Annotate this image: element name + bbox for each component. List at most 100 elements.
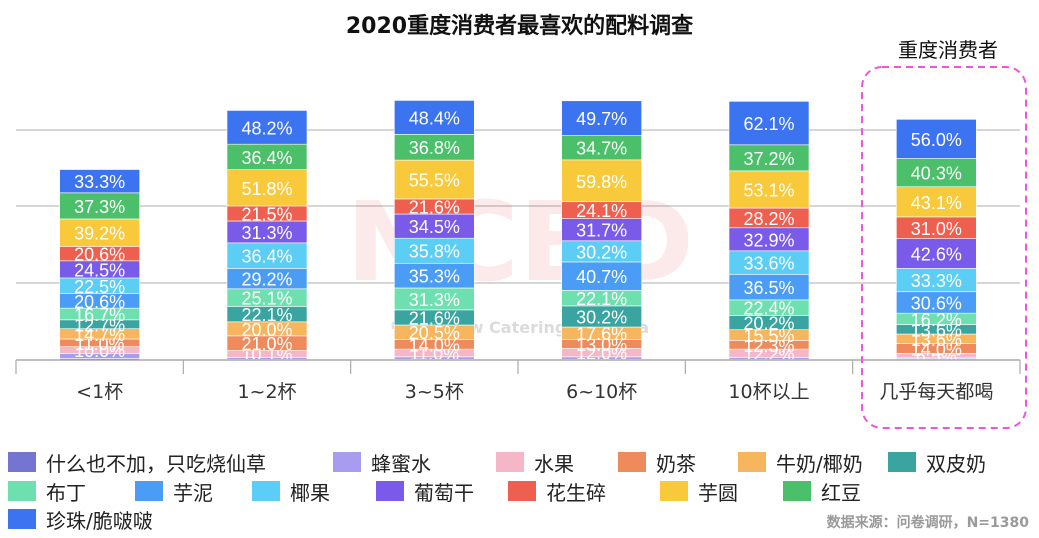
legend-label: 芋泥 <box>173 480 213 505</box>
legend-item: 葡萄干 <box>376 479 474 505</box>
data-label: 33.3% <box>74 172 125 192</box>
legend-label: 水果 <box>534 451 574 476</box>
data-label: 42.6% <box>911 245 962 265</box>
data-label: 56.0% <box>911 130 962 150</box>
legend-label: 葡萄干 <box>414 480 474 505</box>
legend-swatch <box>888 452 916 472</box>
bar-segment <box>394 237 475 264</box>
bar-segment <box>394 262 475 289</box>
bar-segment <box>561 135 642 161</box>
legend-item: 椰果 <box>252 479 330 505</box>
legend-swatch <box>8 452 36 472</box>
data-label: 22.1% <box>576 289 627 309</box>
data-label: 33.6% <box>743 254 794 274</box>
bar-segment <box>59 169 140 194</box>
highlight-box <box>861 66 1027 429</box>
data-label: 43.1% <box>911 193 962 213</box>
bar-segment <box>394 159 475 200</box>
data-label: 15.5% <box>743 326 794 346</box>
data-label: 30.2% <box>576 307 627 327</box>
legend-label: 椰果 <box>290 480 330 505</box>
data-label: 14.7% <box>74 325 125 345</box>
data-label: 20.0% <box>241 320 292 340</box>
data-label: 33.3% <box>911 271 962 291</box>
legend-label: 珍珠/脆啵啵 <box>46 508 153 533</box>
data-label: 62.1% <box>743 114 794 134</box>
highlight-label: 重度消费者 <box>898 38 998 62</box>
data-label: 22.1% <box>241 305 292 325</box>
data-label: 40.3% <box>911 164 962 184</box>
data-label: 49.7% <box>576 109 627 129</box>
legend-label: 蜂蜜水 <box>371 451 431 476</box>
legend-swatch <box>496 452 524 472</box>
legend-item: 双皮奶 <box>888 450 986 476</box>
bar-segment <box>728 170 810 209</box>
data-label: 13.6% <box>911 320 962 340</box>
data-label: 12.7% <box>74 315 125 335</box>
data-label: 55.5% <box>409 171 460 191</box>
legend-label: 芋圆 <box>698 480 738 505</box>
data-label: 59.8% <box>576 172 627 192</box>
data-label: 31.3% <box>241 223 292 243</box>
legend-swatch <box>8 509 36 529</box>
x-tick-label: 3~5杯 <box>405 381 464 403</box>
data-label: 24.1% <box>576 201 627 221</box>
data-label: 24.5% <box>74 260 125 280</box>
bar-segment <box>59 192 140 220</box>
legend-label: 双皮奶 <box>926 451 986 476</box>
legend-swatch <box>783 481 811 501</box>
data-source-note: 数据来源：问卷调研，N=1380 <box>826 515 1029 531</box>
legend-swatch <box>333 452 361 472</box>
x-tick-label: 10杯以上 <box>728 381 809 403</box>
data-label: 16.2% <box>911 310 962 330</box>
data-label: 17.6% <box>576 324 627 344</box>
legend-item: 什么也不加，只吃烧仙草 <box>8 450 266 476</box>
legend-item: 珍珠/脆啵啵 <box>8 507 153 533</box>
data-label: 53.1% <box>743 180 794 200</box>
data-label: 16.7% <box>74 305 125 325</box>
data-label: 25.1% <box>241 289 292 309</box>
data-label: 13.0% <box>576 335 627 355</box>
data-label: 37.2% <box>743 149 794 169</box>
bar-segment <box>394 213 475 239</box>
legend-item: 水果 <box>496 450 574 476</box>
data-label: 35.3% <box>409 267 460 287</box>
x-tick-label: <1杯 <box>76 381 123 403</box>
legend-label: 什么也不加，只吃烧仙草 <box>46 451 266 476</box>
x-tick-label: 1~2杯 <box>237 381 296 403</box>
data-label: 21.0% <box>241 334 292 354</box>
legend-item: 蜂蜜水 <box>333 450 431 476</box>
bar-segment <box>728 274 810 301</box>
data-label: 34.7% <box>576 139 627 159</box>
data-label: 21.5% <box>241 204 292 224</box>
data-label: 36.4% <box>241 148 292 168</box>
data-label: 40.7% <box>576 267 627 287</box>
data-label: 20.2% <box>743 314 794 334</box>
legend-item: 芋圆 <box>660 479 738 505</box>
data-label: 32.9% <box>743 230 794 250</box>
bar-segment <box>226 242 308 269</box>
data-label: 51.8% <box>241 179 292 199</box>
bar-segment <box>896 119 977 159</box>
legend-swatch <box>738 452 766 472</box>
data-label: 36.8% <box>409 138 460 158</box>
legend-label: 布丁 <box>46 480 86 505</box>
data-label: 21.6% <box>409 308 460 328</box>
legend-swatch <box>618 452 646 472</box>
data-label: 20.6% <box>74 292 125 312</box>
data-label: 14.0% <box>911 339 962 359</box>
bar-segment <box>728 101 810 146</box>
data-label: 37.3% <box>74 197 125 217</box>
legend-swatch <box>508 481 536 501</box>
legend-item: 红豆 <box>783 479 861 505</box>
data-label: 31.0% <box>911 219 962 239</box>
legend-swatch <box>252 481 280 501</box>
data-label: 29.2% <box>241 270 292 290</box>
bar-segment <box>896 238 977 269</box>
legend-label: 花生碎 <box>546 480 606 505</box>
chart-title: 2020重度消费者最喜欢的配料调查 <box>345 14 694 39</box>
bar-segment <box>394 134 475 161</box>
data-label: 21.6% <box>409 197 460 217</box>
data-label: 34.5% <box>409 217 460 237</box>
